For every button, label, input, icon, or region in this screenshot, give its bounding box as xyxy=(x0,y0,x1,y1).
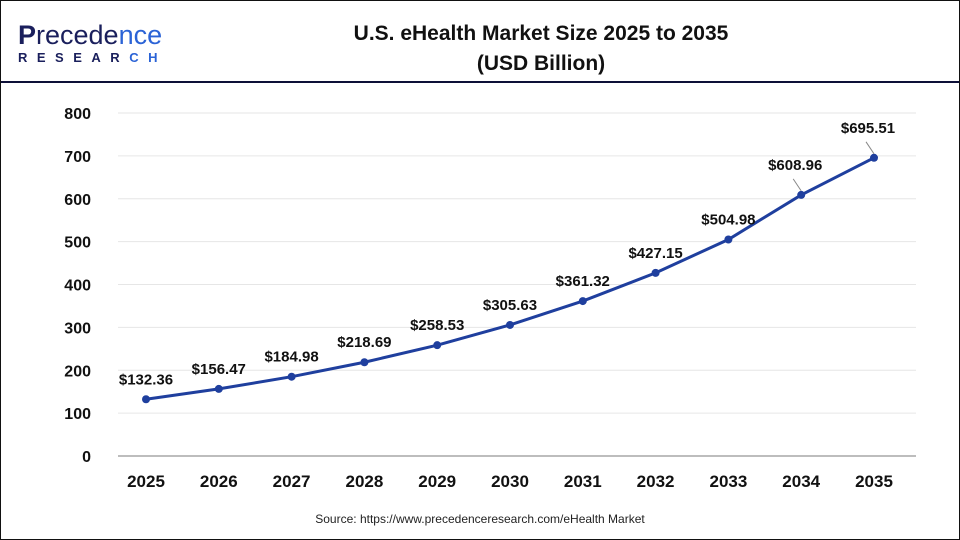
data-label: $156.47 xyxy=(192,361,246,378)
y-tick-label: 100 xyxy=(64,406,91,423)
y-tick-label: 700 xyxy=(64,149,91,166)
y-tick-label: 500 xyxy=(64,235,91,252)
x-tick-label: 2028 xyxy=(345,472,383,491)
x-tick-label: 2027 xyxy=(273,472,311,491)
y-tick-label: 400 xyxy=(64,278,91,295)
x-tick-label: 2033 xyxy=(709,472,747,491)
data-label: $504.98 xyxy=(701,211,755,228)
data-label: $608.96 xyxy=(768,157,822,174)
x-tick-label: 2025 xyxy=(127,472,165,491)
data-point xyxy=(360,358,369,367)
x-tick-label: 2029 xyxy=(418,472,456,491)
x-tick-label: 2035 xyxy=(855,472,893,491)
label-leader-line xyxy=(792,178,802,192)
data-label: $132.36 xyxy=(119,371,173,388)
y-tick-label: 600 xyxy=(64,192,91,209)
series-line xyxy=(145,156,875,401)
x-tick-label: 2034 xyxy=(782,472,820,491)
label-leader-line xyxy=(865,141,875,155)
data-label: $305.63 xyxy=(483,297,537,314)
y-tick-label: 300 xyxy=(64,320,91,337)
precedence-research-logo: Precedence RESEARCH xyxy=(18,20,167,65)
header: Precedence RESEARCH U.S. eHealth Market … xyxy=(1,1,959,83)
y-tick-label: 0 xyxy=(82,449,91,466)
x-tick-label: 2026 xyxy=(200,472,238,491)
chart-title: U.S. eHealth Market Size 2025 to 2035 (US… xyxy=(353,22,729,75)
data-label: $361.32 xyxy=(556,273,610,290)
data-point xyxy=(724,235,733,244)
data-label: $695.51 xyxy=(841,120,895,137)
y-tick-label: 200 xyxy=(64,363,91,380)
data-point xyxy=(578,297,587,306)
data-label: $258.53 xyxy=(410,317,464,334)
data-point xyxy=(433,341,442,350)
data-label: $184.98 xyxy=(264,349,318,366)
data-point xyxy=(214,384,223,393)
data-point xyxy=(506,320,514,329)
data-point xyxy=(651,268,660,277)
data-point xyxy=(287,372,296,381)
data-point xyxy=(870,153,878,162)
data-label: $218.69 xyxy=(337,334,391,351)
x-tick-label: 2031 xyxy=(564,472,602,491)
data-point xyxy=(797,190,806,199)
x-tick-label: 2030 xyxy=(491,472,529,491)
y-tick-label: 800 xyxy=(64,106,91,123)
x-tick-label: 2032 xyxy=(637,472,675,491)
data-point xyxy=(142,395,150,404)
source-note: Source: https://www.precedenceresearch.c… xyxy=(315,512,645,526)
data-label: $427.15 xyxy=(628,245,682,262)
